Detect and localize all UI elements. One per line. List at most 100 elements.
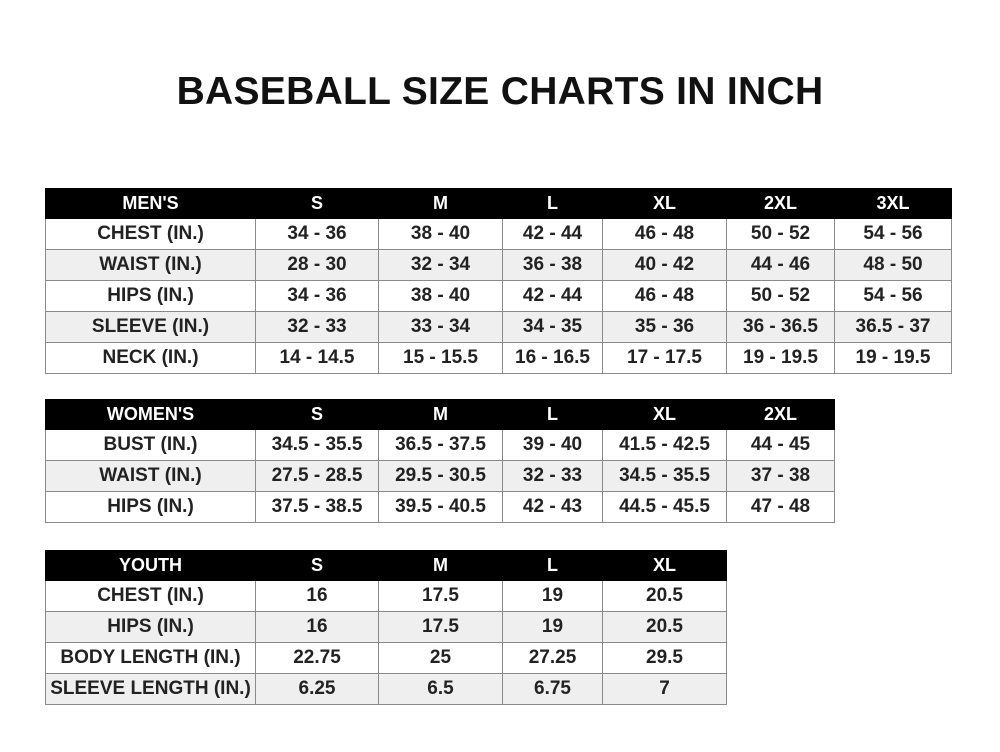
size-value-cell: 6.75: [502, 673, 603, 705]
size-value-cell: 29.5 - 30.5: [378, 460, 503, 492]
measurement-label: BODY LENGTH (IN.): [45, 642, 256, 674]
table-category-header: WOMEN'S: [45, 399, 256, 430]
table-row: SLEEVE (IN.) 32 - 33 33 - 34 34 - 35 35 - 36…: [45, 311, 952, 343]
table-row: HIPS (IN.) 16 17.5 19 20.5: [45, 611, 727, 643]
page-title: BASEBALL SIZE CHARTS IN INCH: [176, 70, 824, 113]
size-column-header: S: [255, 399, 379, 430]
table-category-header: MEN'S: [45, 188, 256, 219]
size-value-cell: 29.5: [602, 642, 727, 674]
size-column-header: M: [378, 550, 503, 581]
youth-header-row: YOUTH S M L XL: [45, 550, 727, 581]
men-header-row: MEN'S S M L XL 2XL 3XL: [45, 188, 952, 219]
measurement-label: HIPS (IN.): [45, 280, 256, 312]
size-column-header: XL: [602, 399, 727, 430]
women-header-row: WOMEN'S S M L XL 2XL: [45, 399, 835, 430]
size-value-cell: 33 - 34: [378, 311, 503, 343]
size-value-cell: 6.25: [255, 673, 379, 705]
size-value-cell: 32 - 33: [502, 460, 603, 492]
size-value-cell: 36 - 38: [502, 249, 603, 281]
size-value-cell: 14 - 14.5: [255, 342, 379, 374]
table-row: HIPS (IN.) 34 - 36 38 - 40 42 - 44 46 - 48 50…: [45, 280, 952, 312]
size-value-cell: 48 - 50: [834, 249, 952, 281]
size-value-cell: 54 - 56: [834, 280, 952, 312]
table-row: CHEST (IN.) 34 - 36 38 - 40 42 - 44 46 - 48 5…: [45, 218, 952, 250]
measurement-label: BUST (IN.): [45, 429, 256, 461]
size-value-cell: 46 - 48: [602, 280, 727, 312]
women-size-table: WOMEN'S S M L XL 2XL BUST (IN.) 34.5 - 35.5 36.5…: [45, 399, 835, 523]
size-value-cell: 22.75: [255, 642, 379, 674]
size-value-cell: 37.5 - 38.5: [255, 491, 379, 523]
size-value-cell: 34.5 - 35.5: [255, 429, 379, 461]
size-value-cell: 17 - 17.5: [602, 342, 727, 374]
table-row: NECK (IN.) 14 - 14.5 15 - 15.5 16 - 16.5 17 …: [45, 342, 952, 374]
size-value-cell: 36.5 - 37.5: [378, 429, 503, 461]
size-value-cell: 42 - 43: [502, 491, 603, 523]
measurement-label: WAIST (IN.): [45, 249, 256, 281]
size-value-cell: 19: [502, 611, 603, 643]
size-column-header: M: [378, 188, 503, 219]
size-column-header: XL: [602, 550, 727, 581]
measurement-label: CHEST (IN.): [45, 218, 256, 250]
size-value-cell: 54 - 56: [834, 218, 952, 250]
size-value-cell: 17.5: [378, 611, 503, 643]
size-column-header: 3XL: [834, 188, 952, 219]
size-column-header: L: [502, 188, 603, 219]
table-row: CHEST (IN.) 16 17.5 19 20.5: [45, 580, 727, 612]
size-value-cell: 34 - 36: [255, 280, 379, 312]
size-value-cell: 41.5 - 42.5: [602, 429, 727, 461]
table-category-header: YOUTH: [45, 550, 256, 581]
size-column-header: 2XL: [726, 188, 835, 219]
size-value-cell: 38 - 40: [378, 218, 503, 250]
measurement-label: HIPS (IN.): [45, 611, 256, 643]
size-value-cell: 36.5 - 37: [834, 311, 952, 343]
size-value-cell: 39 - 40: [502, 429, 603, 461]
table-row: WAIST (IN.) 27.5 - 28.5 29.5 - 30.5 32 - 33…: [45, 460, 835, 492]
table-row: BODY LENGTH (IN.) 22.75 25 27.25 29.5: [45, 642, 727, 674]
size-value-cell: 34 - 35: [502, 311, 603, 343]
table-row: HIPS (IN.) 37.5 - 38.5 39.5 - 40.5 42 - 43 4…: [45, 491, 835, 523]
size-column-header: L: [502, 399, 603, 430]
size-value-cell: 20.5: [602, 580, 727, 612]
size-value-cell: 17.5: [378, 580, 503, 612]
size-value-cell: 20.5: [602, 611, 727, 643]
size-value-cell: 39.5 - 40.5: [378, 491, 503, 523]
size-value-cell: 34.5 - 35.5: [602, 460, 727, 492]
size-value-cell: 34 - 36: [255, 218, 379, 250]
size-value-cell: 27.5 - 28.5: [255, 460, 379, 492]
size-value-cell: 6.5: [378, 673, 503, 705]
size-column-header: S: [255, 188, 379, 219]
size-value-cell: 7: [602, 673, 727, 705]
men-size-table: MEN'S S M L XL 2XL 3XL CHEST (IN.) 34 - 36 38 - 4…: [45, 188, 952, 374]
size-value-cell: 16 - 16.5: [502, 342, 603, 374]
size-value-cell: 37 - 38: [726, 460, 835, 492]
size-value-cell: 47 - 48: [726, 491, 835, 523]
size-value-cell: 28 - 30: [255, 249, 379, 281]
size-column-header: L: [502, 550, 603, 581]
size-value-cell: 38 - 40: [378, 280, 503, 312]
size-value-cell: 44 - 45: [726, 429, 835, 461]
size-value-cell: 19 - 19.5: [726, 342, 835, 374]
size-value-cell: 32 - 34: [378, 249, 503, 281]
size-value-cell: 35 - 36: [602, 311, 727, 343]
size-column-header: S: [255, 550, 379, 581]
size-column-header: XL: [602, 188, 727, 219]
size-column-header: 2XL: [726, 399, 835, 430]
measurement-label: CHEST (IN.): [45, 580, 256, 612]
measurement-label: WAIST (IN.): [45, 460, 256, 492]
size-value-cell: 32 - 33: [255, 311, 379, 343]
size-value-cell: 50 - 52: [726, 218, 835, 250]
size-value-cell: 46 - 48: [602, 218, 727, 250]
table-row: SLEEVE LENGTH (IN.) 6.25 6.5 6.75 7: [45, 673, 727, 705]
size-column-header: M: [378, 399, 503, 430]
size-value-cell: 44 - 46: [726, 249, 835, 281]
size-value-cell: 40 - 42: [602, 249, 727, 281]
size-value-cell: 15 - 15.5: [378, 342, 503, 374]
size-value-cell: 27.25: [502, 642, 603, 674]
size-value-cell: 42 - 44: [502, 218, 603, 250]
size-value-cell: 36 - 36.5: [726, 311, 835, 343]
measurement-label: NECK (IN.): [45, 342, 256, 374]
measurement-label: SLEEVE LENGTH (IN.): [45, 673, 256, 705]
size-value-cell: 16: [255, 611, 379, 643]
size-value-cell: 42 - 44: [502, 280, 603, 312]
size-value-cell: 44.5 - 45.5: [602, 491, 727, 523]
